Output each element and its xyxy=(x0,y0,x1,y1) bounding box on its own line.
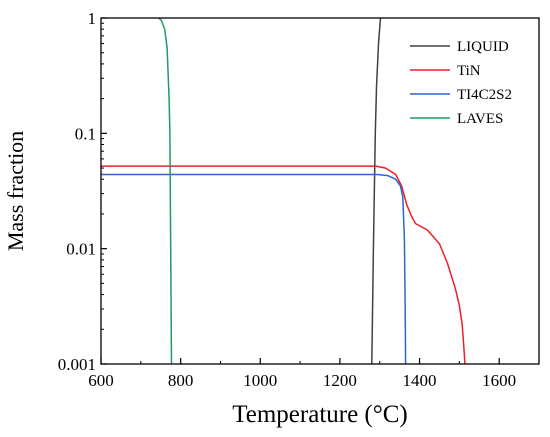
series-line-ti4c2s2 xyxy=(101,173,407,364)
x-tick-label: 1600 xyxy=(482,371,516,390)
x-tick-label: 1200 xyxy=(323,371,357,390)
plot-clip-group xyxy=(101,18,466,364)
x-tick-label: 600 xyxy=(88,371,114,390)
legend-label-tin: TiN xyxy=(457,63,481,79)
y-axis-ticks: 0.001 0.01 0.1 1 xyxy=(58,9,107,374)
y-tick-label: 0.01 xyxy=(66,240,96,259)
legend: LIQUID TiN TI4C2S2 LAVES xyxy=(410,39,512,127)
x-axis-title: Temperature (°C) xyxy=(232,401,408,428)
x-tick-label: 1400 xyxy=(403,371,437,390)
series-line-laves xyxy=(158,18,173,364)
y-tick-label: 0.001 xyxy=(58,355,96,374)
legend-label-laves: LAVES xyxy=(457,111,503,127)
series-line-tin xyxy=(101,165,466,364)
legend-label-liquid: LIQUID xyxy=(457,39,509,55)
legend-label-ti4c2s2: TI4C2S2 xyxy=(457,87,512,103)
series-layer xyxy=(101,18,466,364)
plot-area-frame xyxy=(100,17,540,365)
x-tick-label: 1000 xyxy=(243,371,277,390)
y-axis-title: Mass fraction xyxy=(3,131,28,251)
y-tick-label: 0.1 xyxy=(75,124,96,143)
x-axis-ticks: 600 800 1000 1200 1400 1600 xyxy=(88,358,516,390)
series-line-liquid xyxy=(371,18,382,364)
x-tick-label: 800 xyxy=(168,371,194,390)
y-tick-label: 1 xyxy=(88,9,97,28)
